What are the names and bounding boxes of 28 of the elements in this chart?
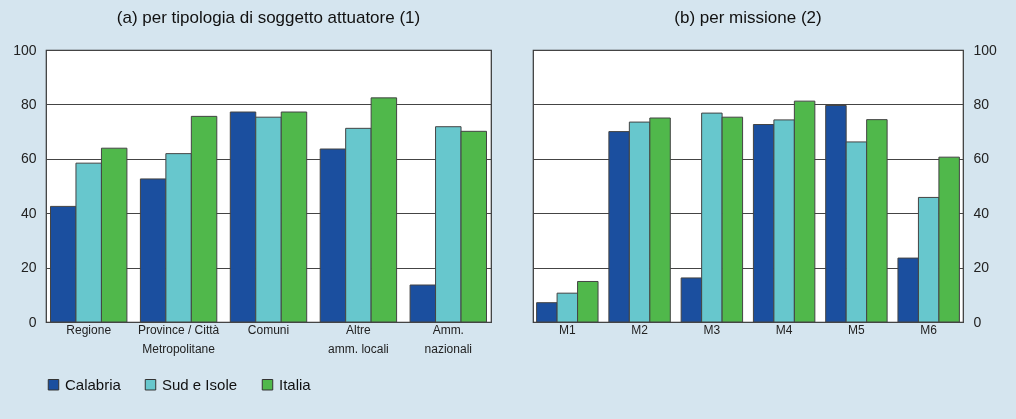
x-tick-label: M3 xyxy=(703,322,721,337)
x-tick-label: M1 xyxy=(558,322,576,337)
x-tick-label: M6 xyxy=(920,322,938,337)
x-tick-label: Regione xyxy=(66,322,112,337)
x-tick-label: Province / Città Metropolitane xyxy=(137,322,220,356)
y-tick-label: 40 xyxy=(973,204,990,221)
legend-label: Sud e Isole xyxy=(162,375,238,393)
y-tick-label: 100 xyxy=(13,41,37,58)
chart-title: (a) per tipologia di soggetto attuatore (1) xyxy=(116,8,421,27)
x-tick-label: Amm. nazionali xyxy=(424,322,472,356)
x-tick-label: M5 xyxy=(848,322,866,337)
x-tick-label: M4 xyxy=(775,322,793,337)
y-tick-label: 40 xyxy=(20,204,37,221)
y-tick-label: 60 xyxy=(973,150,990,167)
y-tick-label: 80 xyxy=(20,95,37,112)
y-tick-label: 20 xyxy=(973,259,990,276)
legend-label: Italia xyxy=(279,375,312,393)
y-tick-label: 0 xyxy=(28,313,37,330)
legend-label: Calabria xyxy=(65,375,122,393)
y-tick-label: 60 xyxy=(20,150,37,167)
x-tick-label: Altre amm. locali xyxy=(328,322,389,356)
y-tick-label: 0 xyxy=(973,313,982,330)
x-tick-label: Comuni xyxy=(247,322,290,337)
y-tick-label: 80 xyxy=(973,95,990,112)
x-tick-label: M2 xyxy=(631,322,649,337)
y-tick-label: 100 xyxy=(973,41,998,58)
chart-title: (b) per missione (2) xyxy=(674,8,822,27)
y-tick-label: 20 xyxy=(20,259,37,276)
